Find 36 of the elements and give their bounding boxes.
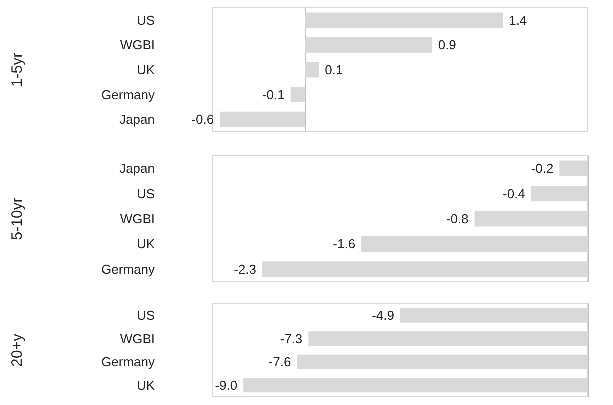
y-tick-label: Japan xyxy=(120,112,155,128)
y-tick-label: WGBI xyxy=(120,38,155,53)
y-tick-label: Japan xyxy=(120,161,155,176)
y-tick-label: US xyxy=(136,308,156,324)
y-tick-label: Germany xyxy=(102,87,156,102)
bar xyxy=(304,12,504,28)
y-tick-label: Germany xyxy=(102,354,156,370)
data-label: -2.3 xyxy=(234,262,257,277)
y-tick-label: US xyxy=(136,186,156,202)
y-axis-title: 1-5yr xyxy=(9,52,26,88)
y-tick-label: UK xyxy=(136,236,156,252)
data-label: 0.9 xyxy=(438,38,456,53)
data-label: -0.2 xyxy=(531,161,554,176)
data-label: -7.3 xyxy=(280,331,303,346)
y-tick-label: US xyxy=(136,12,156,28)
y-tick-label: UK xyxy=(136,62,156,78)
y-tick-label: Germany xyxy=(102,262,156,277)
bar xyxy=(290,87,305,102)
bar xyxy=(304,62,320,78)
y-tick-label: WGBI xyxy=(120,212,155,226)
data-label: -9.0 xyxy=(215,378,238,393)
bar xyxy=(220,112,305,128)
y-tick-label: WGBI xyxy=(120,331,155,346)
data-label: -1.6 xyxy=(333,236,356,252)
data-label: 0.1 xyxy=(325,62,344,78)
data-label: -0.4 xyxy=(502,186,526,202)
data-label: -0.6 xyxy=(192,112,214,128)
data-label: -0.8 xyxy=(446,212,469,226)
y-tick-label: UK xyxy=(136,378,156,393)
data-label: -7.6 xyxy=(268,354,292,370)
bar xyxy=(304,38,432,53)
data-label: -4.9 xyxy=(372,308,394,324)
data-label: 1.4 xyxy=(509,12,528,28)
y-axis-title: 20+y xyxy=(9,334,26,367)
y-axis-title: 5-10yr xyxy=(9,198,26,240)
data-label: -0.1 xyxy=(262,87,285,102)
